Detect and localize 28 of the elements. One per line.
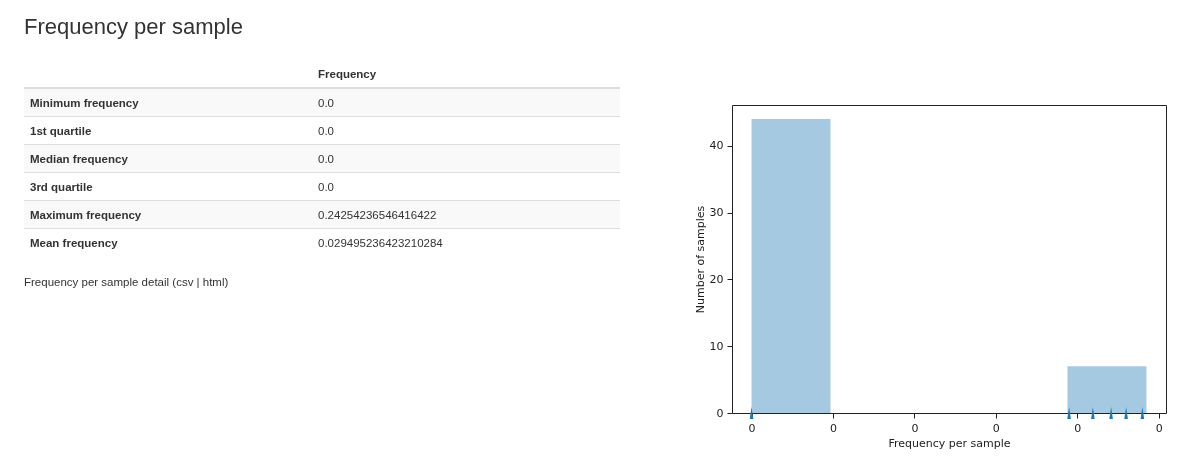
x-tick-label: 0 (911, 421, 919, 435)
text: Mean frequency (24, 228, 312, 256)
text: 0.0 (312, 144, 620, 173)
text: 0.029495236423210284 (312, 228, 620, 256)
text: Frequency per sample (24, 14, 244, 40)
y-tick-label: 30 (709, 206, 724, 220)
text: Median frequency (24, 144, 312, 173)
text: 0.24254236546416422 (312, 200, 620, 229)
text: Frequency per sample detail (csv | html) (24, 276, 230, 288)
text: 0.0 (312, 172, 620, 201)
y-tick-label: 0 (716, 406, 724, 420)
y-tick-label: 10 (709, 339, 724, 353)
y-tick-label: 40 (709, 139, 724, 153)
text: Maximum frequency (24, 200, 312, 229)
text: Minimum frequency (24, 88, 312, 117)
x-tick-label: 0 (1074, 421, 1082, 435)
x-tick-label: 0 (992, 421, 1000, 435)
x-tick-label: 0 (829, 421, 837, 435)
x-tick-label: 0 (1155, 421, 1163, 435)
text: 3rd quartile (24, 172, 312, 201)
x-tick-label: 0 (748, 421, 756, 435)
text: 1st quartile (24, 116, 312, 145)
y-tick-label: 20 (709, 272, 724, 286)
text: 0.0 (312, 116, 620, 145)
text: Frequency (312, 60, 620, 88)
text: 0.0 (312, 88, 620, 117)
x-axis-title: Frequency per sample (888, 436, 1011, 450)
y-axis-title: Number of samples (693, 205, 707, 314)
